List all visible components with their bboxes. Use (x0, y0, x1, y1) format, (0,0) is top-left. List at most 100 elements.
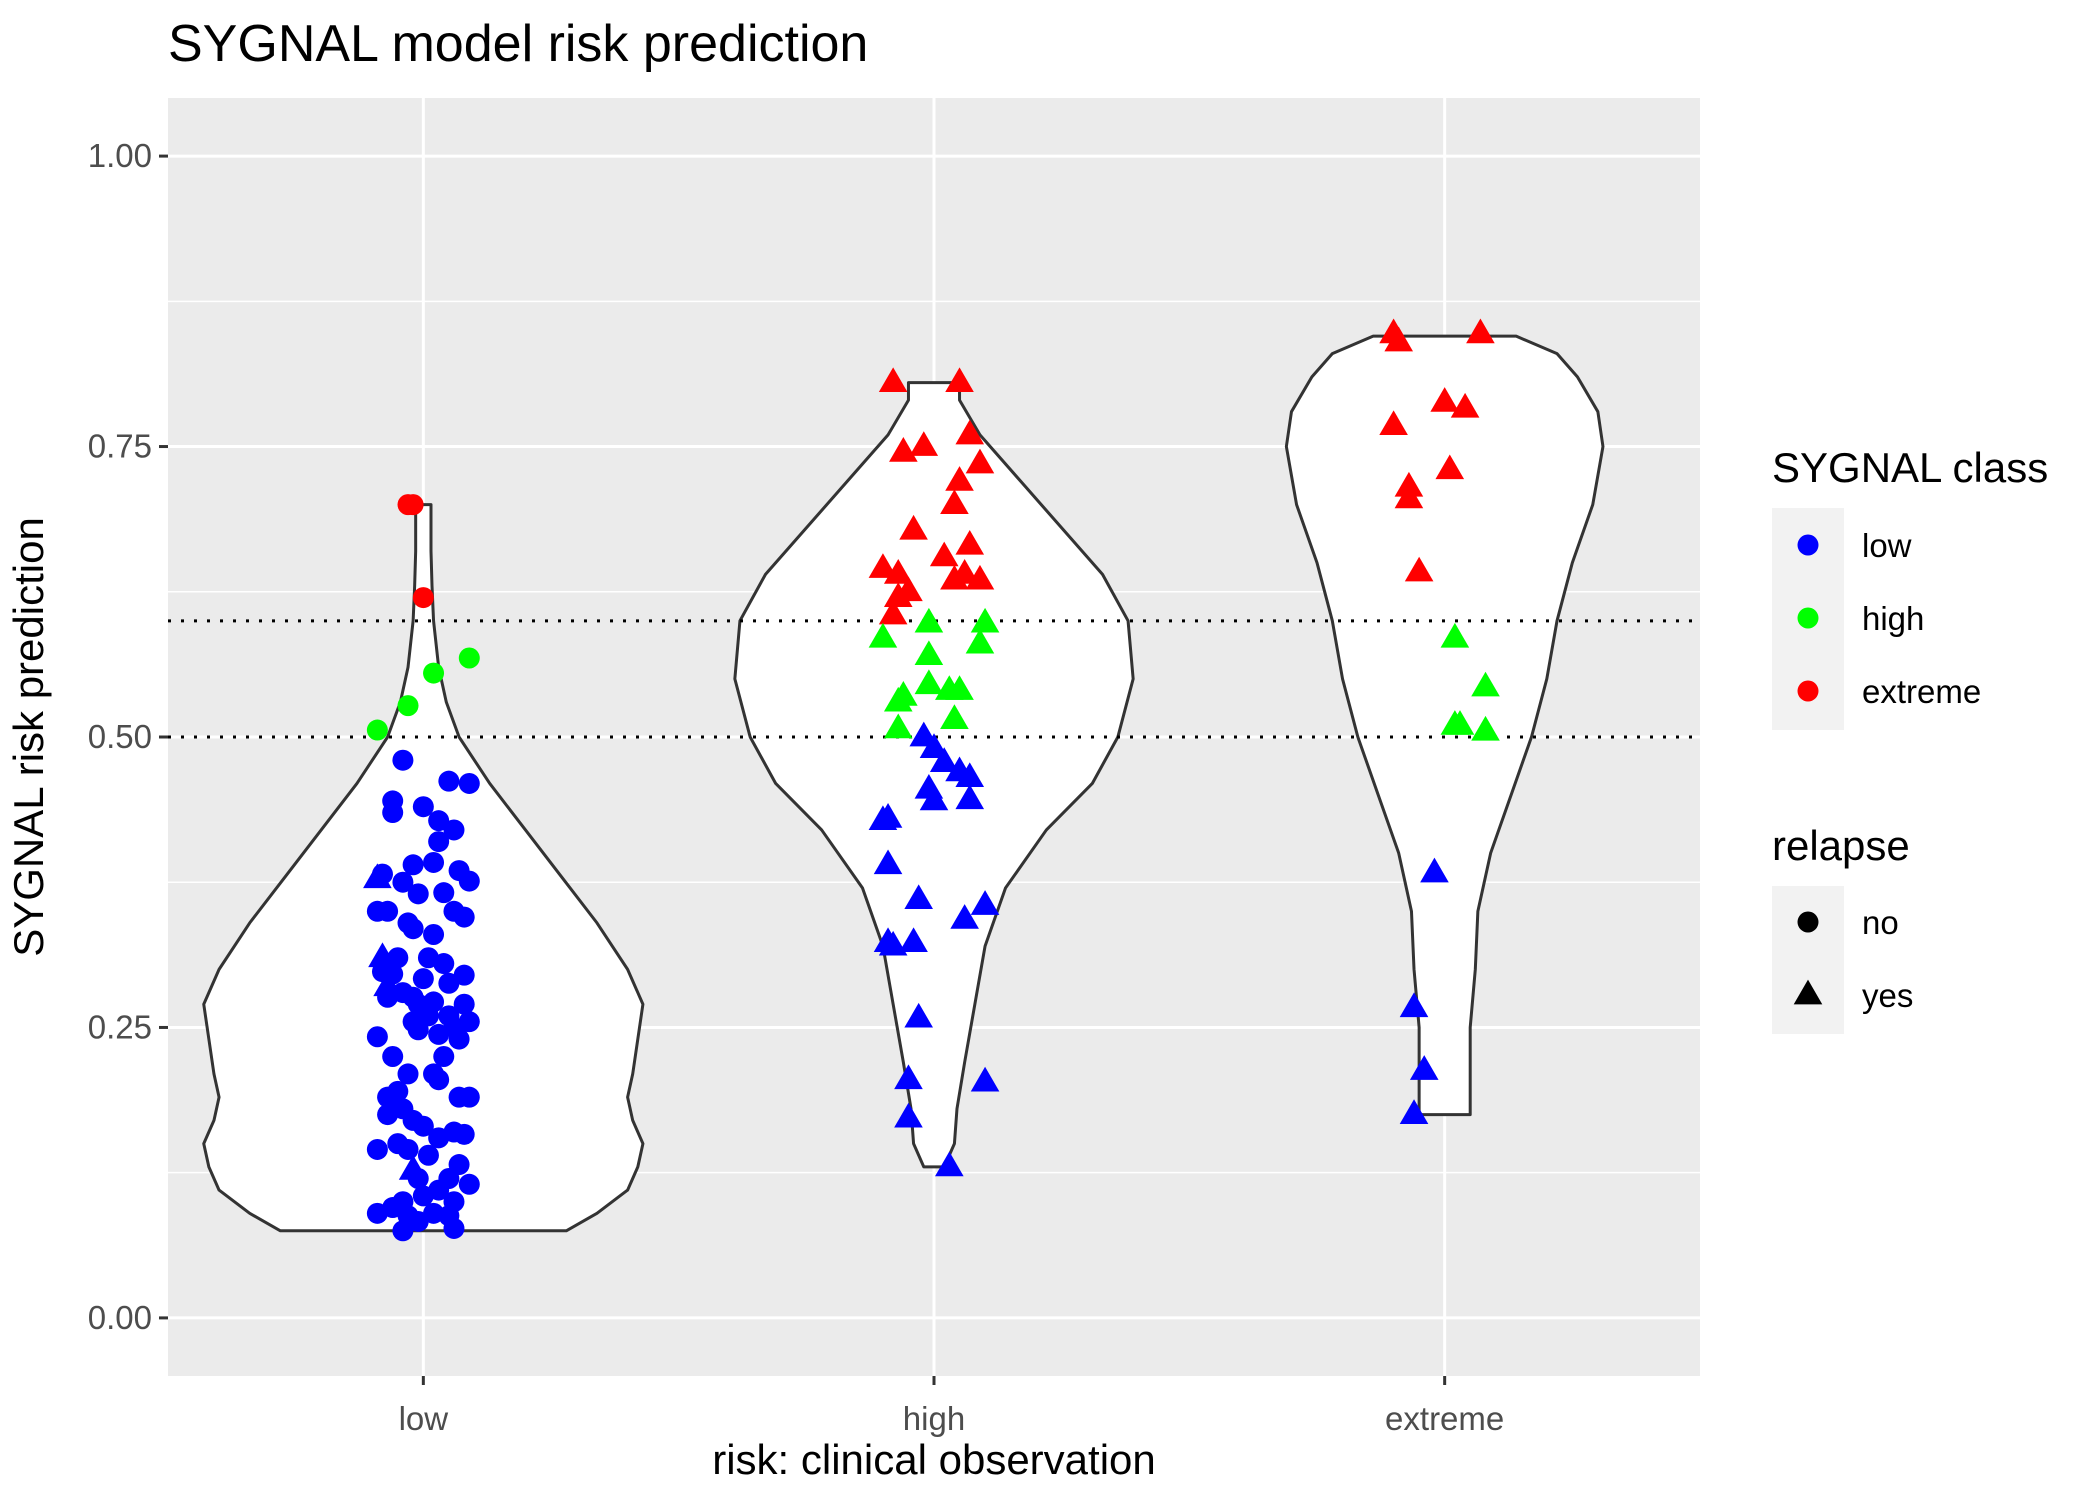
point-triangle (970, 1066, 1000, 1092)
point-triangle (878, 367, 908, 393)
point-triangle (868, 805, 898, 831)
point-circle (366, 1026, 388, 1048)
point-circle (423, 851, 445, 873)
point-triangle (1404, 556, 1434, 582)
point-triangle (889, 437, 918, 462)
point-circle (397, 1138, 419, 1160)
point-circle (428, 810, 450, 832)
point-triangle (914, 640, 944, 666)
point-triangle (1445, 710, 1475, 735)
point-triangle (950, 904, 979, 929)
legend-shape-keys-bg (1772, 886, 1844, 1034)
point-triangle (868, 622, 898, 648)
legend-label: yes (1862, 977, 1913, 1014)
point-circle (428, 1069, 450, 1091)
point-triangle (955, 762, 985, 788)
threshold-lines (168, 619, 1700, 739)
point-triangle (1450, 392, 1480, 418)
point-triangle (883, 559, 913, 584)
point-triangle (883, 686, 913, 712)
legend-color-title: SYGNAL class (1772, 444, 2048, 491)
legend-key-extreme (1797, 680, 1819, 702)
legend-label: no (1862, 904, 1899, 941)
point-circle (428, 1023, 450, 1045)
point-circle (382, 1046, 404, 1067)
point-circle (443, 1217, 465, 1239)
point-triangle (868, 553, 898, 578)
legend-label: low (1862, 527, 1912, 564)
data-points (363, 318, 1500, 1242)
point-circle (423, 662, 445, 684)
x-tick-label: extreme (1385, 1400, 1504, 1437)
point-triangle (1435, 454, 1465, 480)
point-triangle (965, 628, 995, 654)
point-triangle (878, 599, 908, 625)
point-triangle (970, 607, 1000, 633)
y-tick-label: 0.00 (88, 1299, 152, 1336)
point-circle (407, 1019, 429, 1041)
point-circle (423, 924, 445, 946)
point-circle (397, 1063, 419, 1085)
point-circle (453, 1123, 475, 1145)
point-triangle (1399, 1099, 1429, 1124)
point-triangle (904, 884, 933, 910)
point-triangle (363, 863, 392, 889)
point-triangle (914, 607, 944, 633)
point-triangle (1471, 671, 1500, 697)
point-triangle (955, 529, 985, 555)
legend-key-yes (1793, 979, 1823, 1005)
point-triangle (1420, 857, 1449, 883)
point-triangle (894, 1064, 923, 1090)
chart-title: SYGNAL model risk prediction (168, 15, 868, 73)
point-circle (382, 802, 404, 824)
point-circle (412, 796, 434, 818)
point-triangle (965, 448, 995, 474)
violin-extreme (1284, 334, 1605, 1117)
point-triangle (904, 1002, 933, 1028)
point-triangle (945, 466, 974, 491)
point-circle (407, 883, 429, 905)
y-tick-label: 1.00 (88, 137, 152, 174)
point-triangle (919, 733, 949, 759)
point-triangle (929, 747, 959, 772)
point-triangle (878, 930, 908, 956)
point-circle (412, 1115, 434, 1137)
x-axis: low high extreme (399, 1376, 1504, 1437)
point-circle (453, 993, 475, 1015)
point-circle (366, 1202, 388, 1224)
legend-key-low (1797, 534, 1819, 556)
point-triangle (965, 564, 995, 590)
point-triangle (940, 564, 969, 590)
point-circle (458, 1086, 480, 1108)
point-circle (428, 831, 450, 853)
y-axis-title: SYGNAL risk prediction (5, 517, 52, 957)
point-circle (402, 854, 424, 876)
point-triangle (368, 942, 397, 968)
point-triangle (894, 1102, 923, 1128)
point-circle (453, 906, 475, 928)
point-circle (407, 1210, 429, 1232)
y-axis: 0.00 0.25 0.50 0.75 1.00 (88, 137, 168, 1336)
x-tick-label: high (903, 1400, 965, 1437)
point-triangle (914, 669, 944, 695)
point-circle (458, 772, 480, 794)
point-triangle (940, 489, 969, 515)
legend-key-no (1797, 911, 1819, 933)
point-triangle (873, 849, 903, 875)
point-circle (438, 770, 460, 792)
point-triangle (398, 1155, 428, 1180)
legend-sygnal-class: SYGNAL class low high extreme (1772, 444, 2048, 730)
legend-key-high (1797, 607, 1819, 629)
point-triangle (1394, 483, 1424, 509)
point-triangle (955, 784, 985, 810)
point-circle (366, 719, 388, 741)
point-circle (392, 749, 414, 771)
point-triangle (1466, 318, 1495, 344)
legend-relapse: relapse no yes (1772, 822, 1913, 1034)
point-triangle (955, 419, 985, 445)
point-circle (412, 1185, 434, 1207)
point-circle (433, 1046, 455, 1067)
point-triangle (899, 514, 928, 540)
legend-shape-title: relapse (1772, 822, 1910, 869)
